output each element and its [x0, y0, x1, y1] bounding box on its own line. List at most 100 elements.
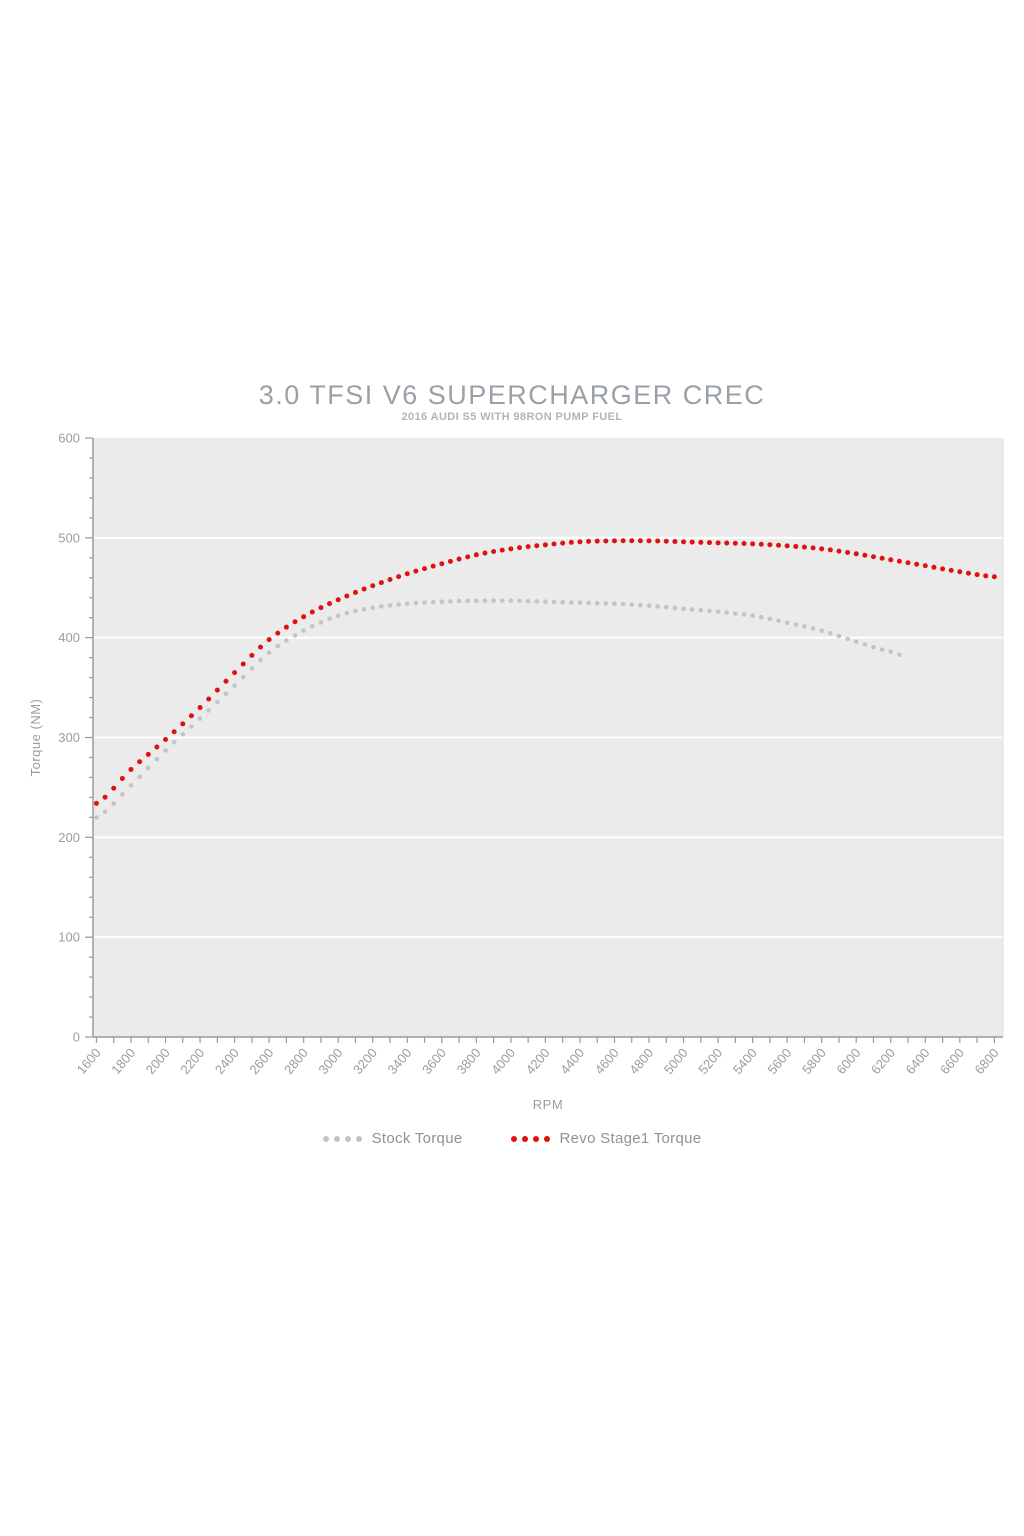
data-dot — [620, 538, 626, 544]
data-dot — [715, 609, 721, 615]
data-dot — [301, 614, 307, 620]
gridlines — [93, 536, 1003, 939]
x-tick-label-3400: 3400 — [384, 1045, 414, 1077]
data-dot — [171, 740, 177, 745]
data-dot — [171, 729, 177, 735]
data-dot — [309, 623, 315, 629]
data-dot — [646, 538, 652, 544]
data-dot — [482, 550, 488, 556]
data-dot — [905, 560, 911, 566]
data-dot — [370, 583, 376, 589]
data-dot — [698, 539, 704, 545]
data-dot — [422, 600, 427, 605]
data-dot — [145, 751, 151, 757]
x-tick-label-5600: 5600 — [764, 1045, 794, 1077]
data-dot — [206, 708, 211, 713]
x-axis-ticks: 1600 1800 2000 2200 2400 2600 2800 3000 3200 3400… — [74, 1037, 1002, 1077]
data-dot — [525, 544, 531, 550]
x-tick-label-6000: 6000 — [833, 1045, 863, 1077]
data-dot — [732, 540, 738, 546]
x-tick-label-1800: 1800 — [108, 1045, 138, 1077]
data-dot — [948, 567, 954, 573]
data-dot — [793, 543, 799, 549]
x-tick-label-6400: 6400 — [903, 1045, 933, 1077]
data-dot — [439, 561, 445, 567]
data-dot — [845, 636, 850, 642]
data-dot — [93, 800, 99, 806]
x-tick-label-3000: 3000 — [315, 1045, 345, 1077]
y-axis-ticks: 0 100 200 300 400 500 600 — [58, 431, 93, 1045]
data-dot — [430, 563, 436, 569]
data-dot — [335, 613, 341, 619]
data-dot — [983, 573, 989, 579]
data-dot — [534, 543, 540, 549]
x-tick-label-1600: 1600 — [74, 1045, 104, 1077]
data-dot — [327, 601, 333, 607]
data-dot — [439, 599, 445, 605]
data-dot — [111, 801, 117, 806]
data-dot — [352, 589, 358, 595]
data-dot — [327, 616, 332, 622]
data-dot — [456, 598, 462, 604]
data-dot — [353, 608, 358, 614]
x-tick-label-2800: 2800 — [281, 1045, 311, 1077]
data-dot — [655, 604, 660, 609]
data-dot — [447, 558, 453, 564]
chart-title: 3.0 TFSI V6 SUPERCHARGER CREC — [258, 380, 766, 410]
data-dot — [663, 538, 669, 544]
data-dot — [378, 580, 384, 586]
data-dot — [767, 616, 773, 622]
y-tick-label-400: 400 — [58, 630, 80, 645]
data-dot — [793, 622, 799, 627]
data-dot — [836, 548, 842, 554]
x-tick-label-6800: 6800 — [972, 1045, 1002, 1077]
data-dot — [784, 543, 790, 549]
data-dot — [499, 547, 505, 553]
series-dots-revo-stage1-torque — [93, 538, 997, 806]
data-dot — [508, 598, 514, 604]
data-dot — [318, 605, 324, 611]
data-dot — [361, 586, 367, 592]
data-dot — [715, 540, 721, 546]
data-dot — [128, 783, 134, 788]
data-dot — [275, 630, 281, 636]
data-dot — [689, 607, 695, 612]
data-dot — [689, 539, 695, 545]
data-dot — [344, 593, 350, 599]
data-dot — [275, 643, 281, 649]
data-dot — [120, 792, 125, 797]
data-dot — [663, 604, 669, 610]
data-dot — [681, 606, 686, 612]
x-tick-label-4400: 4400 — [557, 1045, 587, 1077]
data-dot — [499, 598, 505, 603]
data-dot — [396, 574, 402, 580]
data-dot — [776, 618, 781, 624]
data-dot — [568, 539, 574, 545]
data-dot — [897, 652, 902, 657]
data-dot — [810, 626, 816, 631]
data-dot — [266, 637, 272, 643]
data-dot — [145, 765, 151, 771]
data-dot — [474, 598, 479, 604]
data-dot — [879, 647, 885, 652]
x-tick-label-3800: 3800 — [454, 1045, 484, 1077]
y-tick-label-0: 0 — [73, 1030, 80, 1045]
data-dot — [430, 599, 436, 605]
data-dot — [750, 613, 755, 619]
data-dot — [517, 545, 523, 551]
data-dot — [603, 601, 609, 606]
data-dot — [456, 556, 462, 562]
data-dot — [569, 600, 574, 605]
data-dot — [396, 602, 401, 607]
data-dot — [594, 600, 600, 606]
legend-marker-revo-dots — [510, 1135, 550, 1142]
data-dot — [767, 542, 773, 548]
data-dot — [620, 601, 626, 607]
data-dot — [862, 642, 868, 647]
data-dot — [102, 794, 108, 800]
data-dot — [611, 538, 617, 544]
data-dot — [465, 554, 471, 560]
data-dot — [215, 699, 220, 705]
legend-item-revo: Revo Stage1 Torque — [510, 1130, 702, 1147]
